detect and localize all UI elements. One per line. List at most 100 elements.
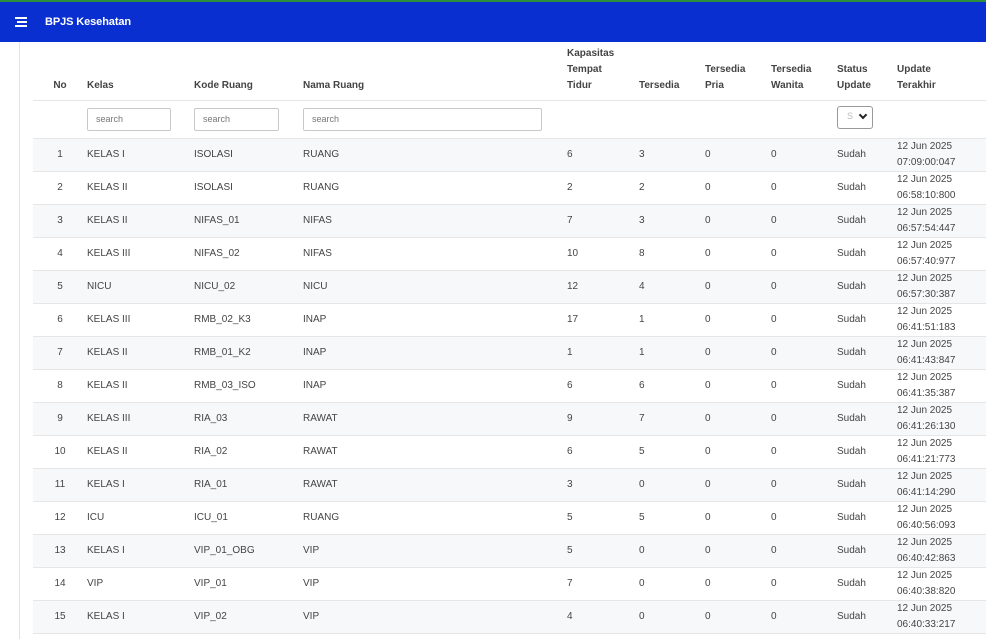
cell-nama-ruang: RAWAT (303, 435, 567, 469)
cell-tersedia: 3 (639, 204, 705, 238)
table-row: 9 KELAS III RIA_03 RAWAT 9 7 0 0 Sudah 12 Jun 202… (33, 402, 986, 436)
cell-tersedia-wanita: 0 (771, 468, 837, 502)
table-header-row: No Kelas Kode Ruang Nama Ruang Kapasitas… (33, 42, 986, 101)
update-time: 06:40:56:093 (897, 519, 956, 531)
update-time: 06:40:42:863 (897, 552, 956, 564)
update-time: 06:41:51:183 (897, 321, 956, 333)
cell-no: 12 (33, 501, 87, 535)
table-row: 1 KELAS I ISOLASI RUANG 6 3 0 0 Sudah 12 Jun 2025… (33, 138, 986, 172)
column-header-kelas[interactable]: Kelas (87, 42, 194, 101)
cell-tersedia: 7 (639, 402, 705, 436)
cell-kode-ruang: RIA_02 (194, 435, 303, 469)
table-row: 5 NICU NICU_02 NICU 12 4 0 0 Sudah 12 Jun 2025 06:… (33, 270, 986, 304)
column-header-no[interactable]: No (33, 42, 87, 101)
cell-update-terakhir: 12 Jun 2025 06:41:43:847 (897, 336, 986, 370)
update-time: 06:41:21:773 (897, 453, 956, 465)
menu-toggle-icon[interactable] (15, 17, 27, 27)
table-row: 3 KELAS II NIFAS_01 NIFAS 7 3 0 0 Sudah 12 Jun 20… (33, 204, 986, 238)
cell-tersedia: 1 (639, 336, 705, 370)
cell-update-terakhir: 12 Jun 2025 06:41:21:773 (897, 435, 986, 469)
cell-kelas: ICU (87, 501, 194, 535)
update-time: 06:57:40:977 (897, 255, 956, 267)
update-date: 12 Jun 2025 (897, 338, 953, 350)
cell-tersedia-pria: 0 (705, 237, 771, 271)
cell-status-update: Sudah (837, 336, 897, 370)
cell-kapasitas: 4 (567, 600, 639, 634)
cell-tersedia-pria: 0 (705, 567, 771, 601)
update-date: 12 Jun 2025 (897, 206, 953, 218)
cell-no: 8 (33, 369, 87, 403)
update-time: 06:40:33:217 (897, 618, 956, 630)
cell-tersedia-wanita: 0 (771, 435, 837, 469)
update-date: 12 Jun 2025 (897, 404, 953, 416)
cell-status-update: Sudah (837, 567, 897, 601)
cell-kapasitas: 1 (567, 336, 639, 370)
update-time: 06:40:38:820 (897, 585, 956, 597)
cell-kelas: KELAS II (87, 171, 194, 205)
cell-kode-ruang: VIP_02 (194, 600, 303, 634)
cell-no: 1 (33, 138, 87, 172)
cell-kode-ruang: VIP_01 (194, 567, 303, 601)
cell-tersedia: 5 (639, 501, 705, 535)
table-row: 10 KELAS II RIA_02 RAWAT 6 5 0 0 Sudah 12 Jun 202… (33, 435, 986, 469)
cell-status-update: Sudah (837, 237, 897, 271)
cell-nama-ruang: INAP (303, 303, 567, 337)
cell-update-terakhir: 12 Jun 2025 06:41:14:290 (897, 468, 986, 502)
update-time: 07:09:00:047 (897, 156, 956, 168)
cell-tersedia-wanita: 0 (771, 336, 837, 370)
cell-tersedia-wanita: 0 (771, 402, 837, 436)
update-time: 06:57:30:387 (897, 288, 956, 300)
cell-no: 4 (33, 237, 87, 271)
table-row: 8 KELAS II RMB_03_ISO INAP 6 6 0 0 Sudah 12 Jun 2… (33, 369, 986, 403)
cell-tersedia-pria: 0 (705, 204, 771, 238)
cell-update-terakhir: 12 Jun 2025 06:41:26:130 (897, 402, 986, 436)
kode-ruang-search-input[interactable] (194, 107, 279, 131)
cell-kelas: KELAS III (87, 303, 194, 337)
cell-kode-ruang: ISOLASI (194, 138, 303, 172)
cell-tersedia-wanita: 0 (771, 237, 837, 271)
cell-status-update: Sudah (837, 501, 897, 535)
column-header-kode-ruang[interactable]: Kode Ruang (194, 42, 303, 101)
cell-tersedia-pria: 0 (705, 369, 771, 403)
cell-tersedia: 3 (639, 138, 705, 172)
cell-no: 13 (33, 534, 87, 568)
column-header-tersedia[interactable]: Tersedia (639, 42, 705, 101)
cell-tersedia-wanita: 0 (771, 171, 837, 205)
cell-update-terakhir: 12 Jun 2025 07:09:00:047 (897, 138, 986, 172)
table-row: 2 KELAS II ISOLASI RUANG 2 2 0 0 Sudah 12 Jun 202… (33, 171, 986, 205)
column-header-kapasitas[interactable]: Kapasitas Tempat Tidur (567, 42, 639, 101)
update-date: 12 Jun 2025 (897, 239, 953, 251)
cell-update-terakhir: 12 Jun 2025 06:40:42:863 (897, 534, 986, 568)
cell-kapasitas: 7 (567, 567, 639, 601)
cell-kapasitas: 6 (567, 369, 639, 403)
cell-nama-ruang: RUANG (303, 138, 567, 172)
cell-tersedia-pria: 0 (705, 336, 771, 370)
column-header-nama-ruang[interactable]: Nama Ruang (303, 42, 567, 101)
cell-update-terakhir: 12 Jun 2025 06:40:38:820 (897, 567, 986, 601)
cell-kelas: KELAS I (87, 138, 194, 172)
bed-availability-panel: No Kelas Kode Ruang Nama Ruang Kapasitas… (33, 42, 986, 634)
cell-tersedia: 5 (639, 435, 705, 469)
cell-tersedia: 0 (639, 600, 705, 634)
cell-no: 9 (33, 402, 87, 436)
nama-ruang-search-input[interactable] (303, 107, 542, 131)
filter-row: S (33, 100, 986, 139)
cell-no: 7 (33, 336, 87, 370)
cell-tersedia: 0 (639, 468, 705, 502)
table-row: 6 KELAS III RMB_02_K3 INAP 17 1 0 0 Sudah 12 Jun … (33, 303, 986, 337)
cell-kelas: KELAS II (87, 369, 194, 403)
cell-tersedia-wanita: 0 (771, 567, 837, 601)
column-header-status-update[interactable]: Status Update (837, 42, 897, 101)
table-row: 14 VIP VIP_01 VIP 7 0 0 0 Sudah 12 Jun 2025 06:40:… (33, 567, 986, 601)
column-header-update-terakhir[interactable]: Update Terakhir (897, 42, 986, 101)
cell-no: 14 (33, 567, 87, 601)
cell-kapasitas: 17 (567, 303, 639, 337)
cell-kode-ruang: RIA_01 (194, 468, 303, 502)
update-time: 06:41:14:290 (897, 486, 956, 498)
column-header-tersedia-pria[interactable]: Tersedia Pria (705, 42, 771, 101)
column-header-tersedia-wanita[interactable]: Tersedia Wanita (771, 42, 837, 101)
status-filter-select[interactable]: S (837, 106, 873, 129)
cell-nama-ruang: RAWAT (303, 468, 567, 502)
cell-no: 10 (33, 435, 87, 469)
kelas-search-input[interactable] (87, 107, 171, 131)
